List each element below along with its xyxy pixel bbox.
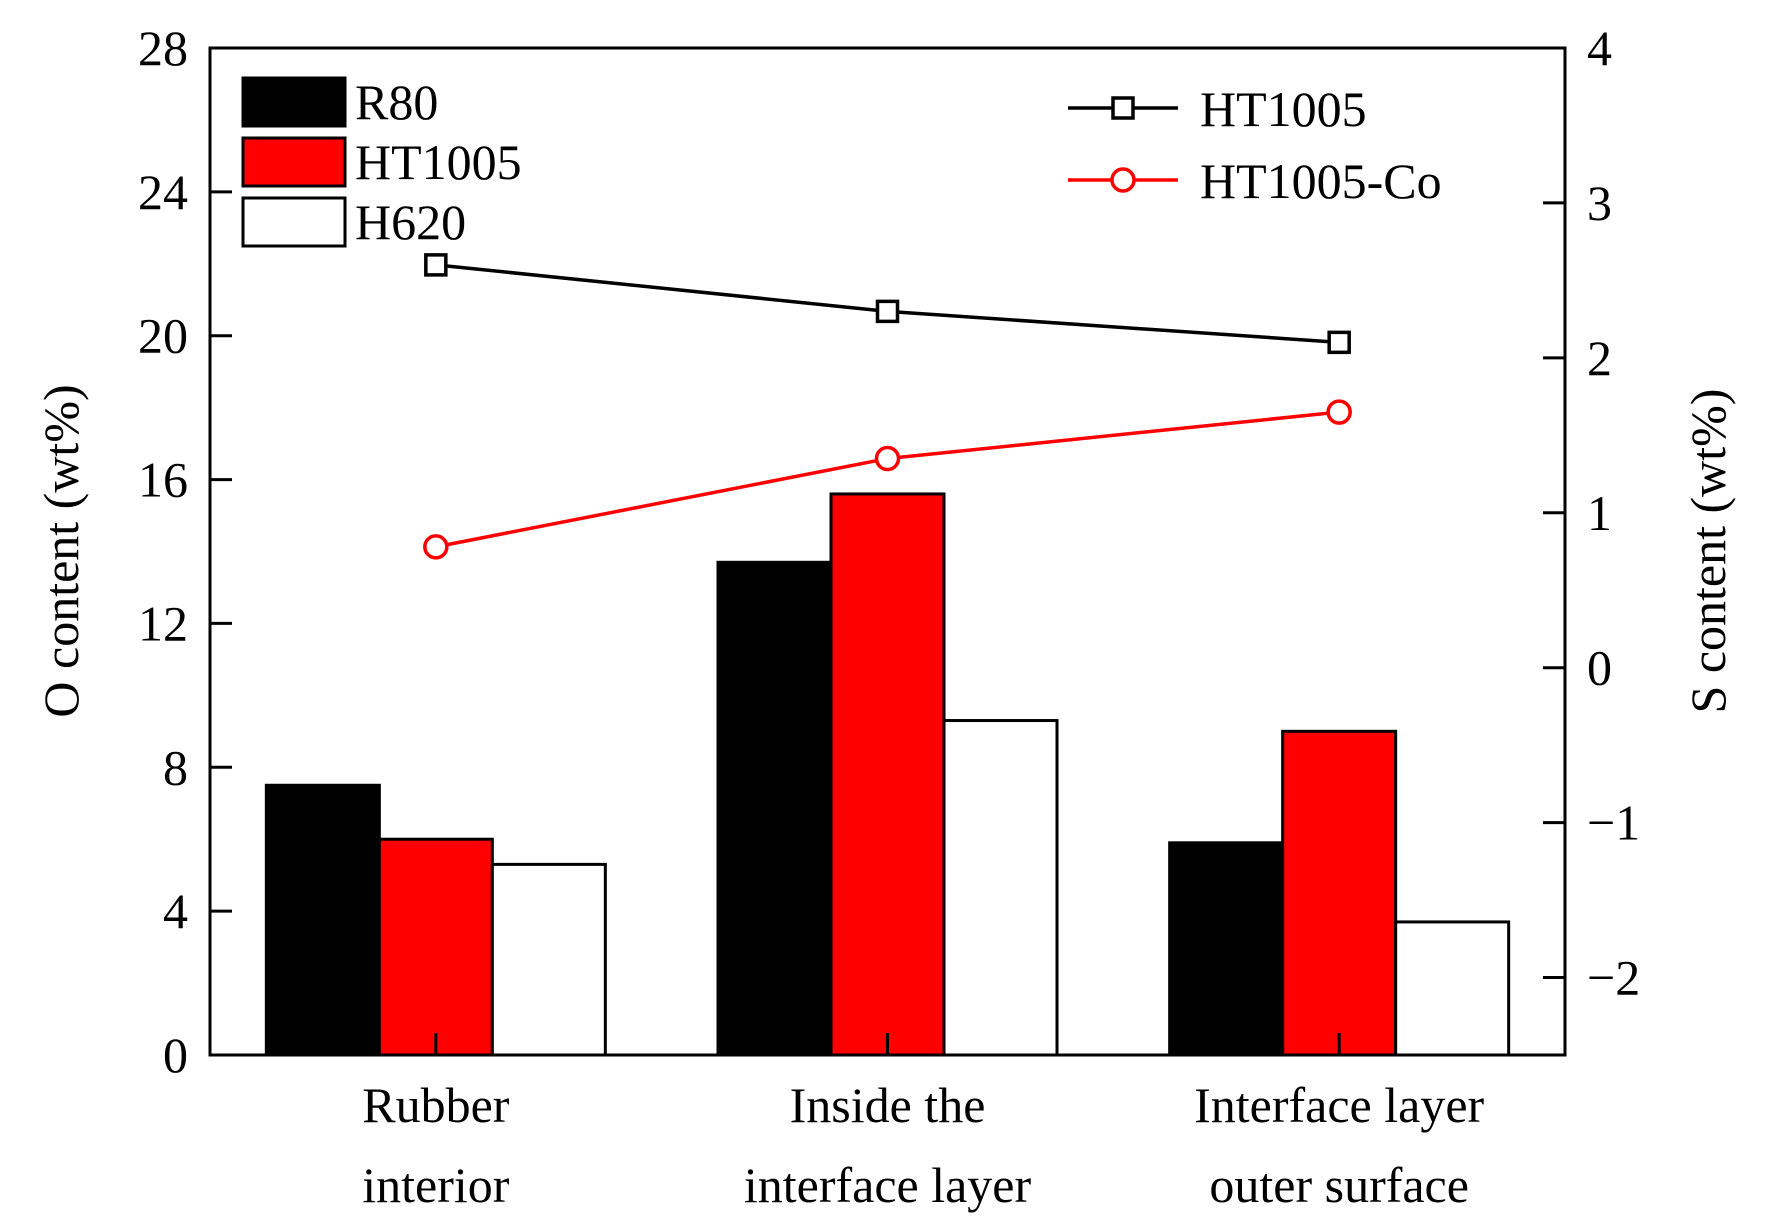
right-axis-title: S content (wt%) xyxy=(1680,389,1736,714)
right-tick-label: 3 xyxy=(1587,175,1612,231)
lines-layer xyxy=(423,253,1352,560)
legend-marker-circle xyxy=(1110,167,1136,193)
left-axis-title: O content (wt%) xyxy=(33,384,89,717)
legend-label: HT1005 xyxy=(355,134,522,190)
left-tick-label: 8 xyxy=(163,739,188,795)
left-tick-label: 4 xyxy=(163,883,188,939)
legend-label: HT1005 xyxy=(1200,81,1367,137)
bars-layer xyxy=(264,492,1511,1057)
right-tick-label: −1 xyxy=(1587,795,1640,851)
bar-r80 xyxy=(1168,841,1285,1057)
point-ht1005-co xyxy=(423,534,449,560)
bar-ht1005 xyxy=(1281,729,1398,1057)
legend-swatch-h620 xyxy=(241,196,347,248)
category-label: Interface layer xyxy=(1194,1077,1484,1133)
bar-h620 xyxy=(490,862,607,1057)
point-ht1005-co xyxy=(874,445,901,472)
left-tick-label: 20 xyxy=(138,308,188,364)
category-label: Inside the xyxy=(790,1077,986,1133)
point-ht1005 xyxy=(875,299,900,324)
right-tick-label: 1 xyxy=(1587,485,1612,541)
right-y-axis: −2 −1 0 1 2 3 4 xyxy=(1543,20,1640,1006)
left-tick-label: 0 xyxy=(163,1027,188,1083)
point-ht1005 xyxy=(1327,330,1351,355)
right-tick-label: 2 xyxy=(1587,330,1612,386)
right-tick-label: 0 xyxy=(1587,640,1612,696)
right-tick-label: −2 xyxy=(1587,950,1640,1006)
legend-swatch-r80 xyxy=(241,76,347,128)
category-label: Rubber xyxy=(362,1077,510,1133)
legend-lines: HT1005 HT1005-Co xyxy=(1068,81,1442,209)
bar-h620 xyxy=(1394,920,1511,1057)
bar-ht1005 xyxy=(377,837,494,1057)
bar-r80 xyxy=(716,560,833,1057)
point-ht1005-co xyxy=(1326,399,1352,425)
bar-ht1005 xyxy=(829,492,946,1057)
legend-swatch-ht1005 xyxy=(241,136,347,188)
legend-label: R80 xyxy=(355,74,438,130)
left-tick-label: 24 xyxy=(138,164,188,220)
category-label: outer surface xyxy=(1209,1157,1469,1213)
left-tick-label: 12 xyxy=(138,595,188,651)
category-label: interior xyxy=(362,1157,510,1213)
left-y-axis: 0 4 8 12 16 20 24 28 xyxy=(138,20,232,1083)
legend-label: HT1005-Co xyxy=(1200,153,1442,209)
x-axis: Rubber interior Inside the interface layer I… xyxy=(362,1033,1485,1213)
category-label: interface layer xyxy=(744,1157,1032,1213)
point-ht1005 xyxy=(424,253,448,277)
legend-label: H620 xyxy=(355,194,466,250)
left-tick-label: 28 xyxy=(138,20,188,76)
bar-h620 xyxy=(942,719,1059,1057)
left-tick-label: 16 xyxy=(138,452,188,508)
bar-r80 xyxy=(264,783,381,1057)
right-tick-label: 4 xyxy=(1587,20,1612,76)
legend-marker-square xyxy=(1111,96,1135,120)
